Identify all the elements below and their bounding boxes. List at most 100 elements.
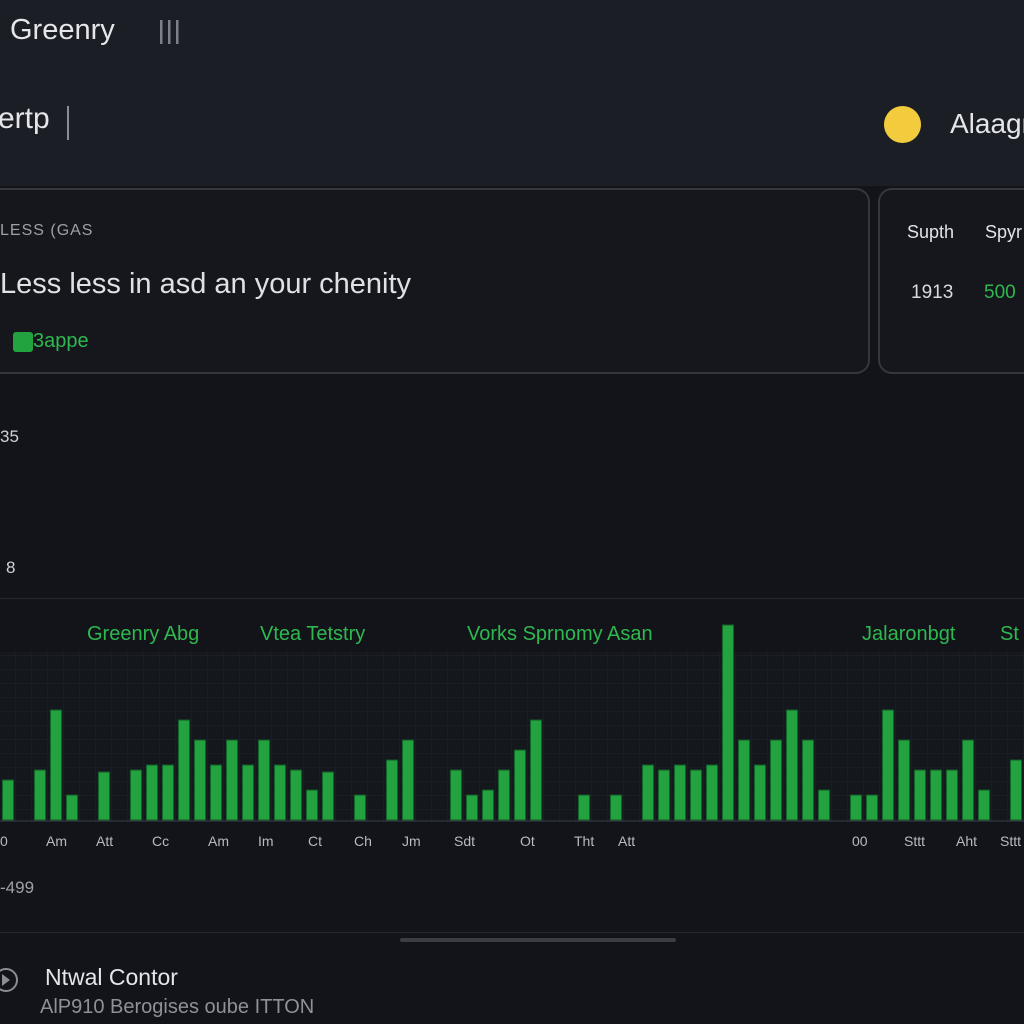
bar — [753, 764, 767, 821]
bar — [513, 749, 527, 821]
bar — [817, 789, 831, 821]
x-tick-label: Sdt — [454, 833, 475, 849]
bar — [929, 769, 943, 821]
x-tick-label: 0 — [0, 833, 8, 849]
series-label: Jalaronbgt — [862, 623, 956, 645]
bar — [1, 779, 15, 821]
page-title: ertp — [0, 102, 50, 135]
tag: 3appe — [33, 330, 89, 352]
side-label: 8 — [6, 558, 16, 577]
bar — [721, 624, 735, 821]
bar — [961, 739, 975, 821]
bar — [497, 769, 511, 821]
bar — [193, 739, 207, 821]
bar — [353, 794, 367, 821]
bar — [161, 764, 175, 821]
divider — [0, 598, 1024, 599]
app-title: Greenry — [10, 14, 115, 46]
bar — [737, 739, 751, 821]
bar — [209, 764, 223, 821]
x-tick-label: Sttt — [1000, 833, 1021, 849]
x-tick-label: Im — [258, 833, 274, 849]
x-tick-label: 00 — [852, 833, 868, 849]
tag-dot — [13, 332, 33, 352]
bar — [785, 709, 799, 821]
stat-value: 1913 — [911, 282, 954, 303]
x-tick-label: Ch — [354, 833, 372, 849]
bar — [705, 764, 719, 821]
series-label: Greenry Abg — [87, 623, 199, 645]
x-tick-label: Aht — [956, 833, 977, 849]
x-tick-label: Ot — [520, 833, 535, 849]
user-name[interactable]: Alaagr — [950, 108, 1024, 139]
stat-label: Spyr — [985, 222, 1023, 242]
bar — [97, 771, 111, 821]
series-label: St — [1000, 623, 1019, 645]
footer-value: -499 — [0, 878, 35, 897]
headline: Less less in asd an your chenity — [0, 268, 412, 300]
footer-line — [0, 932, 1024, 933]
bar — [49, 709, 63, 821]
bar — [529, 719, 543, 821]
bar — [465, 794, 479, 821]
bar — [401, 739, 415, 821]
drag-handle[interactable] — [400, 938, 676, 942]
bar — [577, 794, 591, 821]
bar — [449, 769, 463, 821]
x-tick-label: Cc — [152, 833, 169, 849]
bar — [385, 759, 399, 821]
bar — [65, 794, 79, 821]
bar — [481, 789, 495, 821]
stat-value: 500 — [984, 282, 1016, 303]
bar — [801, 739, 815, 821]
x-tick-label: Sttt — [904, 833, 925, 849]
bar — [881, 709, 895, 821]
chart: Greenry Abg Vtea Tetstry Vorks Sprnomy Asa… — [0, 623, 1024, 849]
footer-icon[interactable] — [0, 966, 20, 994]
summary-card — [0, 188, 870, 374]
bar — [1009, 759, 1023, 821]
stats-card — [878, 188, 1024, 374]
bar — [977, 789, 991, 821]
x-tick-label: Jm — [402, 833, 421, 849]
side-label: 35 — [0, 427, 19, 446]
series-label: Vorks Sprnomy Asan — [467, 623, 653, 645]
bar — [913, 769, 927, 821]
bar — [673, 764, 687, 821]
bar — [897, 739, 911, 821]
bar — [289, 769, 303, 821]
series-label: Vtea Tetstry — [260, 623, 365, 645]
x-tick-label: Att — [618, 833, 635, 849]
bar — [145, 764, 159, 821]
x-tick-label: Ct — [308, 833, 322, 849]
bar — [689, 769, 703, 821]
x-tick-label: Am — [46, 833, 67, 849]
bar — [257, 739, 271, 821]
bar — [849, 794, 863, 821]
bar — [609, 794, 623, 821]
eyebrow: LESS (GAS — [0, 222, 94, 239]
avatar[interactable] — [884, 106, 921, 143]
bar — [657, 769, 671, 821]
x-tick-label: Att — [96, 833, 113, 849]
bar — [305, 789, 319, 821]
bar — [273, 764, 287, 821]
bar — [769, 739, 783, 821]
bar — [241, 764, 255, 821]
bar — [129, 769, 143, 821]
bar — [225, 739, 239, 821]
bar — [321, 771, 335, 821]
footer-title: Ntwal Contor — [45, 964, 178, 990]
stat-label: Supth — [907, 222, 955, 242]
bar — [945, 769, 959, 821]
menu-icon[interactable] — [158, 18, 182, 46]
footer-subtitle: AlP910 Berogises oube ITTON — [40, 996, 315, 1018]
x-tick-label: Tht — [574, 833, 594, 849]
bar — [865, 794, 879, 821]
top-bar — [0, 0, 1024, 186]
caret — [67, 106, 69, 140]
x-tick-label: Am — [208, 833, 229, 849]
bar — [33, 769, 47, 821]
bar — [641, 764, 655, 821]
